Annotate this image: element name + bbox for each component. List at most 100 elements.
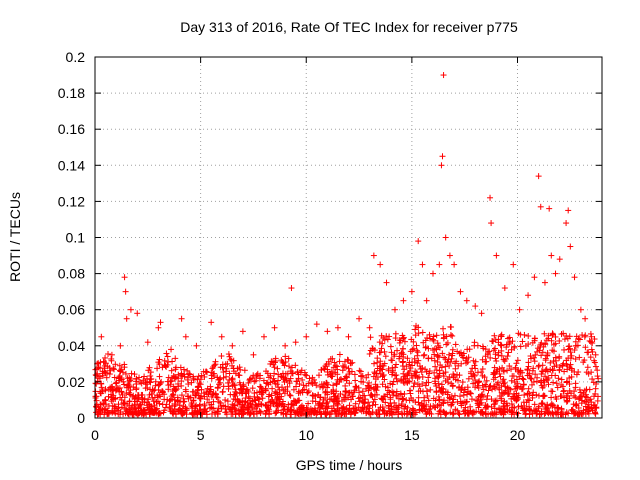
noise-point — [485, 387, 492, 394]
x-tick-label: 15 — [404, 427, 420, 443]
noise-point — [579, 332, 586, 339]
noise-point — [320, 396, 327, 403]
noise-point — [524, 366, 531, 373]
noise-point — [139, 398, 146, 405]
noise-point — [321, 381, 328, 388]
noise-point — [96, 375, 103, 382]
noise-point — [410, 411, 417, 418]
noise-point — [408, 336, 415, 343]
noise-point — [353, 383, 360, 390]
noise-point — [434, 352, 441, 359]
data-point — [501, 285, 508, 292]
noise-point — [572, 384, 579, 391]
noise-point — [562, 411, 569, 418]
noise-point — [422, 366, 429, 373]
noise-point — [586, 337, 593, 344]
noise-point — [325, 360, 332, 367]
noise-point — [350, 389, 357, 396]
noise-point — [471, 409, 478, 416]
noise-point — [360, 399, 367, 406]
noise-point — [230, 381, 237, 388]
noise-point — [416, 363, 423, 370]
noise-point — [446, 394, 453, 401]
noise-point — [505, 349, 512, 356]
noise-point — [426, 406, 433, 413]
noise-point — [105, 393, 112, 400]
noise-point — [369, 402, 376, 409]
noise-point — [575, 335, 582, 342]
noise-point — [285, 355, 292, 362]
data-point — [313, 321, 320, 328]
noise-point — [391, 351, 398, 358]
noise-point — [157, 410, 164, 417]
noise-point — [287, 375, 294, 382]
noise-point — [292, 362, 299, 369]
noise-point — [419, 402, 426, 409]
noise-point — [367, 411, 374, 418]
noise-point — [220, 369, 227, 376]
noise-point — [376, 410, 383, 417]
noise-point — [127, 375, 134, 382]
noise-point — [253, 408, 260, 415]
noise-point — [448, 324, 455, 331]
noise-point — [560, 388, 567, 395]
noise-point — [519, 369, 526, 376]
y-tick-label: 0.1 — [66, 230, 86, 246]
noise-point — [422, 408, 429, 415]
noise-point — [482, 353, 489, 360]
noise-point — [491, 383, 498, 390]
noise-point — [359, 372, 366, 379]
noise-point — [539, 393, 546, 400]
noise-point — [410, 345, 417, 352]
noise-point — [569, 406, 576, 413]
noise-point — [530, 407, 537, 414]
noise-point — [269, 396, 276, 403]
noise-point — [293, 378, 300, 385]
noise-point — [275, 384, 282, 391]
noise-point — [478, 392, 485, 399]
noise-point — [92, 371, 99, 378]
chart-title: Day 313 of 2016, Rate Of TEC Index for r… — [180, 19, 518, 35]
noise-point — [534, 410, 541, 417]
noise-point — [274, 365, 281, 372]
noise-point — [385, 405, 392, 412]
noise-point — [191, 409, 198, 416]
noise-point — [423, 388, 430, 395]
noise-point — [230, 365, 237, 372]
noise-point — [194, 383, 201, 390]
noise-point — [549, 388, 556, 395]
noise-point — [389, 381, 396, 388]
noise-point — [123, 390, 130, 397]
noise-point — [300, 382, 307, 389]
noise-point — [435, 410, 442, 417]
y-axis-ticks: 0 0.02 0.04 0.06 0.08 0.1 0.12 0.14 0.16 0.18 0.2 — [58, 49, 602, 426]
noise-point — [208, 369, 215, 376]
noise-point — [282, 386, 289, 393]
noise-point — [489, 338, 496, 345]
noise-point — [590, 379, 597, 386]
noise-point — [213, 394, 220, 401]
noise-point — [147, 386, 154, 393]
noise-point — [132, 393, 139, 400]
noise-point — [149, 394, 156, 401]
noise-point — [587, 396, 594, 403]
noise-point — [401, 366, 408, 373]
noise-point — [162, 362, 169, 369]
noise-point — [246, 397, 253, 404]
noise-point — [419, 329, 426, 336]
noise-point — [447, 358, 454, 365]
noise-point — [393, 361, 400, 368]
data-point — [548, 252, 555, 259]
noise-point — [583, 394, 590, 401]
noise-point — [425, 374, 432, 381]
noise-point — [419, 380, 426, 387]
noise-point — [490, 347, 497, 354]
data-point — [261, 333, 267, 340]
noise-point — [459, 379, 466, 386]
noise-point — [499, 364, 506, 371]
noise-point — [115, 404, 122, 411]
noise-point — [209, 410, 216, 417]
noise-point — [538, 368, 545, 375]
noise-point — [356, 367, 363, 374]
